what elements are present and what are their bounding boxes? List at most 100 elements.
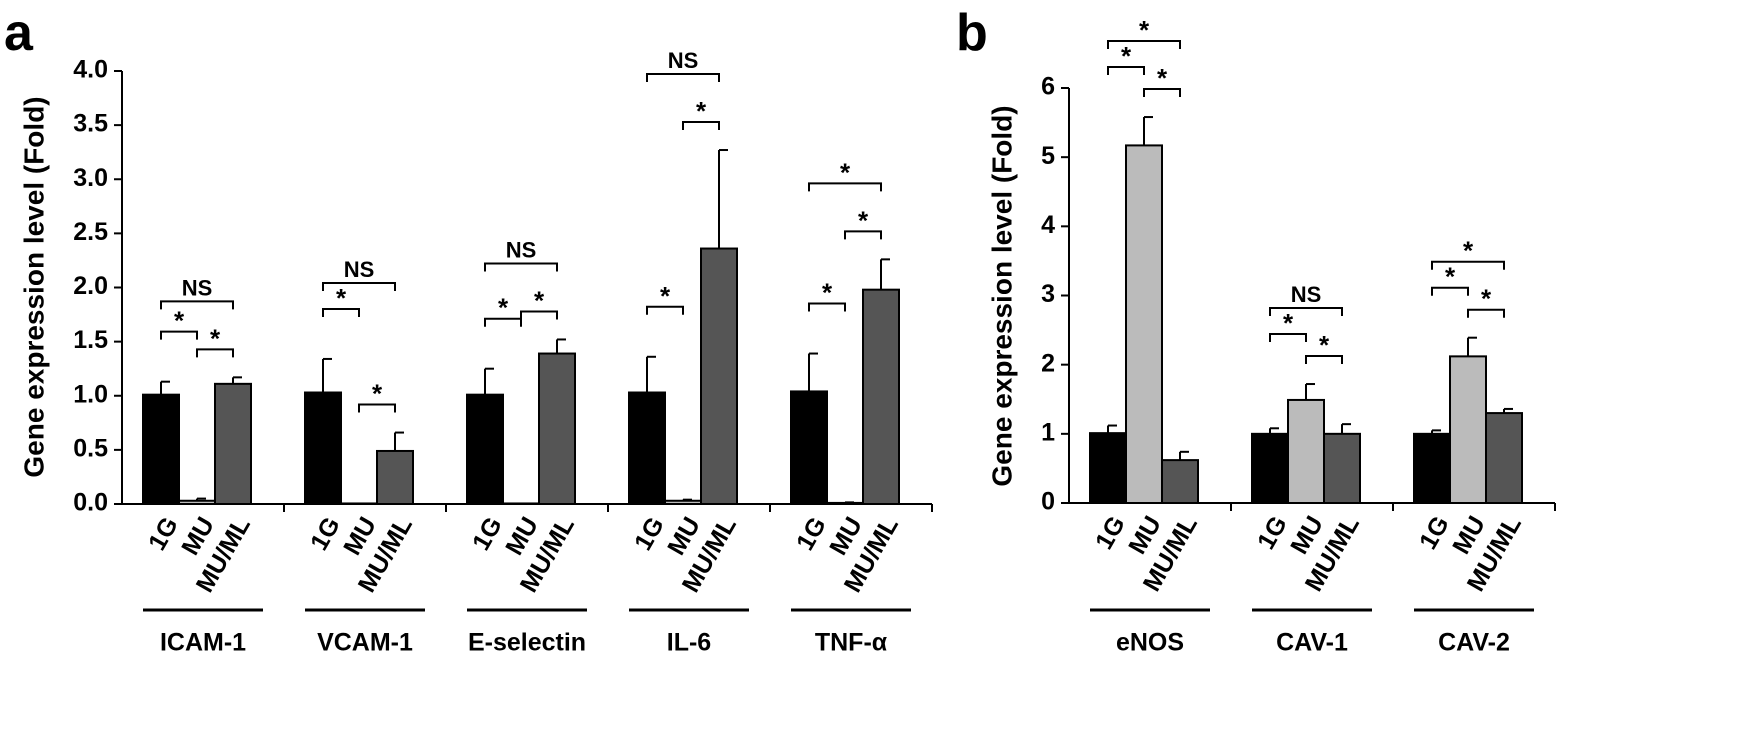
bar <box>1287 398 1325 505</box>
x-tick-label: 1G <box>1414 511 1455 554</box>
significance-label: NS <box>1291 282 1322 307</box>
bar <box>304 391 342 505</box>
significance-bracket <box>520 310 558 320</box>
significance-label: * <box>498 293 509 323</box>
bar <box>700 247 738 505</box>
bar <box>1161 459 1199 505</box>
significance-label: * <box>534 285 545 315</box>
significance-bracket <box>484 317 522 327</box>
significance-label: NS <box>506 237 537 262</box>
y-tick-label: 2 <box>1041 349 1055 377</box>
y-tick-label: 1 <box>1041 418 1055 446</box>
x-tick-label: 1G <box>1090 511 1131 554</box>
bar <box>538 352 576 505</box>
x-tick-label: 1G <box>467 512 508 555</box>
bar <box>664 499 702 506</box>
group-label: ICAM-1 <box>160 629 246 657</box>
y-tick-label: 4 <box>1041 211 1055 239</box>
significance-label: NS <box>668 48 699 73</box>
significance-bracket <box>1269 307 1343 317</box>
significance-label: * <box>840 157 851 187</box>
y-tick-label: 3.5 <box>73 110 108 138</box>
significance-bracket <box>358 403 396 413</box>
y-tick-label: 2.0 <box>73 272 108 300</box>
significance-bracket <box>484 262 558 272</box>
y-tick-label: 4.0 <box>73 56 108 84</box>
significance-label: * <box>696 96 707 126</box>
bar <box>466 393 504 506</box>
y-tick-label: 3.0 <box>73 164 108 192</box>
x-tick-label: 1G <box>1252 511 1293 554</box>
x-tick-label: 1G <box>629 512 670 555</box>
significance-bracket <box>196 348 234 358</box>
significance-label: * <box>858 205 869 235</box>
significance-bracket <box>1305 355 1343 365</box>
significance-bracket <box>1467 308 1505 318</box>
significance-label: * <box>1121 41 1132 71</box>
significance-bracket <box>844 230 882 240</box>
significance-bracket <box>322 307 360 317</box>
significance-label: * <box>1139 15 1150 45</box>
significance-label: NS <box>344 257 375 282</box>
bar <box>340 502 378 505</box>
bar <box>862 288 900 506</box>
bar <box>1485 412 1523 505</box>
significance-label: * <box>1319 330 1330 360</box>
group-label: TNF-α <box>815 629 888 657</box>
y-tick-label: 0 <box>1041 488 1055 516</box>
significance-bracket <box>808 302 846 312</box>
x-tick-label: 1G <box>791 512 832 555</box>
bar <box>628 391 666 505</box>
bar <box>1323 432 1361 505</box>
y-tick-label: 5 <box>1041 142 1055 170</box>
bar <box>178 499 216 506</box>
bar <box>214 382 252 505</box>
group-label: CAV-2 <box>1438 629 1510 657</box>
significance-bracket <box>160 300 234 310</box>
significance-label: * <box>336 283 347 313</box>
panel-a-letter: a <box>4 4 34 62</box>
group-label: E-selectin <box>468 629 586 657</box>
group-label: VCAM-1 <box>317 629 413 657</box>
significance-label: * <box>660 281 671 311</box>
y-tick-label: 0.5 <box>73 434 108 462</box>
significance-label: * <box>1481 284 1492 314</box>
significance-label: NS <box>182 275 213 300</box>
significance-label: * <box>1283 308 1294 338</box>
bar <box>142 393 180 506</box>
significance-bracket <box>1107 40 1181 50</box>
significance-label: * <box>1463 236 1474 266</box>
bar <box>1251 432 1289 505</box>
significance-label: * <box>210 323 221 353</box>
group-label: eNOS <box>1116 629 1184 657</box>
significance-bracket <box>1107 66 1145 76</box>
significance-label: * <box>372 379 383 409</box>
significance-bracket <box>1269 333 1307 343</box>
chart-panel-b: Gene expression level (Fold)01234561GMUM… <box>986 15 1556 657</box>
significance-bracket <box>1431 260 1505 270</box>
group-label: CAV-1 <box>1276 629 1348 657</box>
y-tick-label: 0.0 <box>73 489 108 517</box>
significance-bracket <box>808 182 882 192</box>
chart-panel-a: Gene expression level (Fold) 0.0 0.5 1.0 1.5… <box>18 48 933 657</box>
bar <box>1125 144 1163 505</box>
group-label: IL-6 <box>667 629 711 657</box>
y-tick-label: 6 <box>1041 73 1055 101</box>
y-tick-label: 1.5 <box>73 326 108 354</box>
y-axis-label: Gene expression level (Fold) <box>18 96 49 477</box>
significance-label: * <box>1445 262 1456 292</box>
significance-bracket <box>160 330 198 340</box>
significance-bracket <box>646 305 684 315</box>
bar <box>1449 355 1487 504</box>
bar <box>790 390 828 506</box>
bar <box>1089 432 1127 504</box>
significance-bracket <box>682 121 720 131</box>
x-tick-label: 1G <box>305 512 346 555</box>
bar <box>502 502 540 505</box>
y-tick-label: 3 <box>1041 280 1055 308</box>
y-axis-label: Gene expression level (Fold) <box>986 105 1017 486</box>
significance-label: * <box>174 306 185 336</box>
y-tick-label: 1.0 <box>73 380 108 408</box>
significance-bracket <box>646 73 720 83</box>
